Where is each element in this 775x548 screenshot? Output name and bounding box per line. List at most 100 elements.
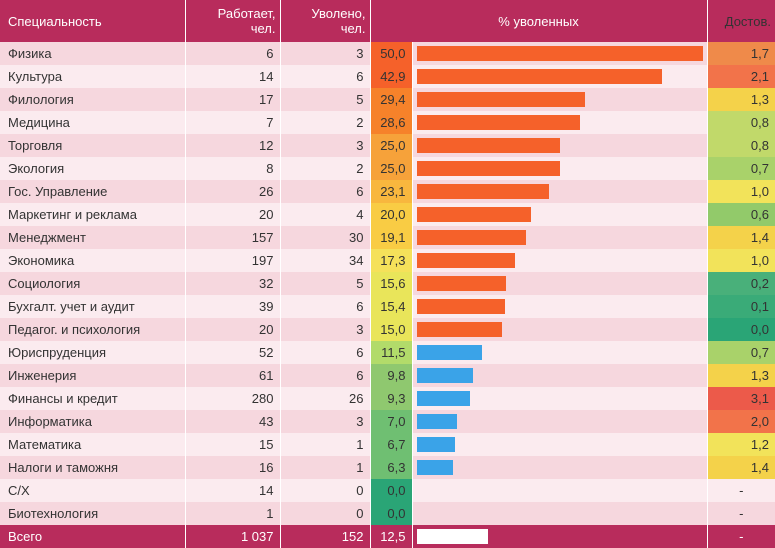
cell-name: Торговля (0, 134, 185, 157)
cell-works: 26 (185, 180, 280, 203)
table-row: С/Х1400,0- (0, 479, 775, 502)
cell-works: 280 (185, 387, 280, 410)
cell-bar (412, 341, 707, 364)
cell-works: 197 (185, 249, 280, 272)
cell-name: Гос. Управление (0, 180, 185, 203)
cell-works: 1 (185, 502, 280, 525)
cell-name: Маркетинг и реклама (0, 203, 185, 226)
bar (417, 414, 457, 429)
table-row: Гос. Управление26623,11,0 (0, 180, 775, 203)
cell-pct: 23,1 (370, 180, 412, 203)
cell-fired: 0 (280, 502, 370, 525)
cell-works: 8 (185, 157, 280, 180)
cell-name: Физика (0, 42, 185, 65)
table-row: Биотехнология100,0- (0, 502, 775, 525)
table-row: Социология32515,60,2 (0, 272, 775, 295)
bar (417, 391, 470, 406)
cell-name: Менеджмент (0, 226, 185, 249)
cell-pct: 6,3 (370, 456, 412, 479)
table-row: Бухгалт. учет и аудит39615,40,1 (0, 295, 775, 318)
cell-pct: 15,6 (370, 272, 412, 295)
cell-name: Налоги и таможня (0, 456, 185, 479)
cell-name: Биотехнология (0, 502, 185, 525)
bar (417, 299, 505, 314)
cell-dost: 2,1 (707, 65, 775, 88)
bar (417, 368, 473, 383)
header-fired: Уволено, чел. (280, 0, 370, 42)
cell-name: Математика (0, 433, 185, 456)
bar (417, 138, 560, 153)
cell-works: 20 (185, 318, 280, 341)
table-row: Юриспруденция52611,50,7 (0, 341, 775, 364)
cell-works: 20 (185, 203, 280, 226)
cell-pct: 17,3 (370, 249, 412, 272)
cell-bar (412, 410, 707, 433)
cell-bar (412, 226, 707, 249)
cell-bar (412, 134, 707, 157)
table-row: Педагог. и психология20315,00,0 (0, 318, 775, 341)
cell-bar (412, 272, 707, 295)
cell-bar (412, 295, 707, 318)
cell-fired: 6 (280, 65, 370, 88)
cell-fired: 3 (280, 318, 370, 341)
cell-fired: 1 (280, 456, 370, 479)
cell-fired: 5 (280, 272, 370, 295)
cell-bar (412, 203, 707, 226)
table-row: Экология8225,00,7 (0, 157, 775, 180)
cell-dost: 1,4 (707, 456, 775, 479)
cell-works: 61 (185, 364, 280, 387)
cell-name: Экономика (0, 249, 185, 272)
cell-pct: 7,0 (370, 410, 412, 433)
cell-pct: 15,0 (370, 318, 412, 341)
cell-fired: 6 (280, 180, 370, 203)
cell-fired: 26 (280, 387, 370, 410)
cell-dost: 0,8 (707, 111, 775, 134)
cell-bar (412, 479, 707, 502)
bar (417, 115, 581, 130)
bar (417, 161, 560, 176)
cell-pct: 29,4 (370, 88, 412, 111)
table-row: Финансы и кредит280269,33,1 (0, 387, 775, 410)
header-spec: Специальность (0, 0, 185, 42)
cell-name: Финансы и кредит (0, 387, 185, 410)
cell-pct: 20,0 (370, 203, 412, 226)
cell-name: Информатика (0, 410, 185, 433)
cell-dost: 0,0 (707, 318, 775, 341)
table-row: Менеджмент1573019,11,4 (0, 226, 775, 249)
cell-bar (412, 387, 707, 410)
table-row: Математика1516,71,2 (0, 433, 775, 456)
cell-works: 6 (185, 42, 280, 65)
bar (417, 46, 703, 61)
bar (417, 460, 453, 475)
cell-bar (412, 180, 707, 203)
bar (417, 322, 503, 337)
cell-fired: 30 (280, 226, 370, 249)
table-row: Налоги и таможня1616,31,4 (0, 456, 775, 479)
cell-fired: 3 (280, 134, 370, 157)
cell-fired: 6 (280, 295, 370, 318)
cell-pct: 25,0 (370, 157, 412, 180)
cell-dost: - (707, 502, 775, 525)
cell-works: 52 (185, 341, 280, 364)
cell-pct: 50,0 (370, 42, 412, 65)
cell-name: Юриспруденция (0, 341, 185, 364)
cell-bar (412, 249, 707, 272)
bar (417, 184, 549, 199)
cell-works: 32 (185, 272, 280, 295)
cell-bar (412, 65, 707, 88)
cell-fired: 6 (280, 341, 370, 364)
cell-fired: 5 (280, 88, 370, 111)
cell-name: Культура (0, 65, 185, 88)
bar (417, 276, 506, 291)
cell-dost: 0,8 (707, 134, 775, 157)
cell-dost: 0,6 (707, 203, 775, 226)
cell-dost: 1,2 (707, 433, 775, 456)
cell-pct: 42,9 (370, 65, 412, 88)
cell-pct: 6,7 (370, 433, 412, 456)
cell-pct: 9,3 (370, 387, 412, 410)
cell-dost: 0,2 (707, 272, 775, 295)
cell-bar (412, 88, 707, 111)
cell-pct: 28,6 (370, 111, 412, 134)
cell-fired: 1 (280, 433, 370, 456)
cell-works: 12 (185, 134, 280, 157)
